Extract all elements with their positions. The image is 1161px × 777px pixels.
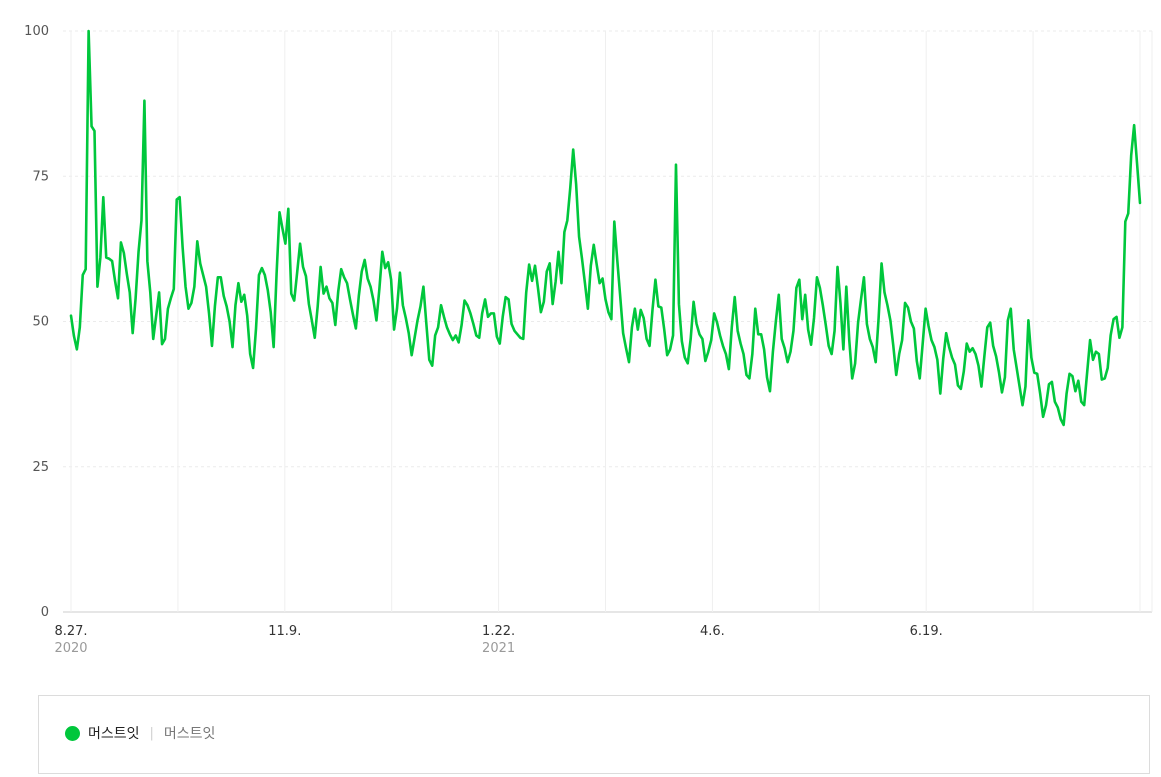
x-tick-year: 2020 <box>54 641 87 656</box>
x-tick-label: 4.6. <box>700 624 725 639</box>
x-axis: 8.27. 2020 11.9. 1.22. 2021 4.6. 6.19. <box>54 624 942 656</box>
legend-item[interactable]: 머스트잇 | 머스트잇 <box>65 723 215 743</box>
y-axis: 0 25 50 75 100 <box>24 24 49 620</box>
legend-separator: | <box>149 725 154 741</box>
legend-series-keyword: 머스트잇 <box>163 726 216 742</box>
trend-chart: 0 25 50 75 100 8.27. 2020 11.9. 1.22. 2021 4.6. 6.… <box>24 24 1153 656</box>
legend-color-dot-icon <box>65 725 80 741</box>
x-tick-label: 11.9. <box>268 624 301 639</box>
y-tick-label: 50 <box>32 315 49 330</box>
y-tick-label: 75 <box>32 169 49 184</box>
y-tick-label: 100 <box>24 24 49 39</box>
x-tick-label: 6.19. <box>910 624 943 639</box>
series-line-mustit[interactable] <box>69 29 1142 427</box>
legend-series-name: 머스트잇 <box>88 726 140 742</box>
x-tick-label: 8.27. <box>54 624 87 639</box>
legend-box: 머스트잇 | 머스트잇 <box>38 695 1150 774</box>
x-tick-year: 2021 <box>482 641 515 656</box>
y-tick-label: 25 <box>32 460 49 475</box>
y-tick-label: 0 <box>41 605 49 620</box>
x-tick-label: 1.22. <box>482 624 515 639</box>
chart-grid <box>63 30 1153 613</box>
